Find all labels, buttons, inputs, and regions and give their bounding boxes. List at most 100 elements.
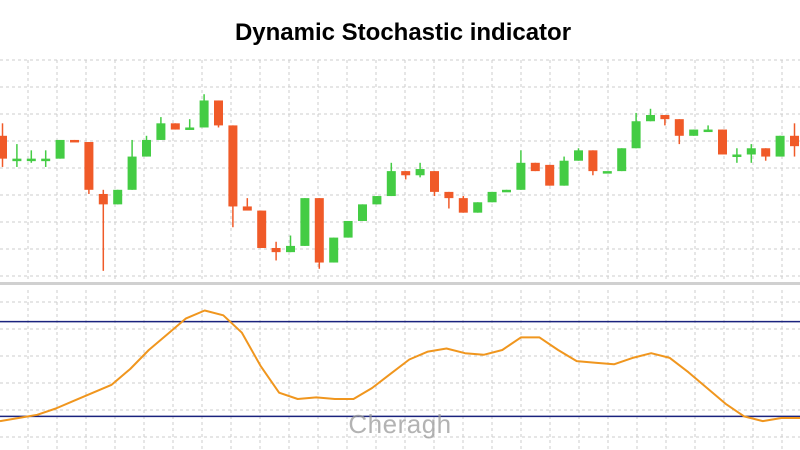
candle [732, 148, 742, 163]
candle-body [199, 100, 209, 128]
candle-body [545, 164, 555, 186]
candle [314, 198, 324, 269]
candle [228, 125, 238, 228]
candle-body [775, 135, 785, 157]
candle [127, 139, 137, 190]
candle [372, 196, 382, 205]
candle [487, 191, 497, 203]
candle-body [300, 198, 310, 246]
candle [257, 210, 267, 248]
candle [761, 148, 771, 161]
candle-body [127, 156, 137, 190]
candle [26, 150, 36, 163]
candle-body [26, 158, 36, 162]
candle [286, 235, 295, 253]
candle-body [70, 139, 79, 143]
candle-body [415, 169, 425, 176]
candle [502, 189, 511, 193]
candle-body [156, 123, 166, 140]
candle-body [271, 247, 281, 253]
candle [113, 189, 123, 205]
candle-body [444, 191, 454, 199]
candle [790, 123, 799, 157]
candle [516, 150, 526, 190]
candle-body [473, 202, 483, 213]
candle-body [55, 139, 65, 159]
candle [0, 123, 7, 167]
candle-body [689, 129, 699, 136]
candle-body [343, 220, 353, 238]
candle [660, 115, 670, 126]
candle [41, 150, 51, 167]
watermark-logo: Cheragh [348, 409, 451, 439]
candle-body [530, 162, 540, 172]
candle-body [674, 119, 684, 136]
chart-title: Dynamic Stochastic indicator [235, 19, 571, 46]
candle-body [242, 206, 252, 211]
candlestick-series [0, 94, 799, 271]
candle-body [746, 148, 756, 155]
candle-body [401, 171, 411, 176]
candle [530, 162, 540, 172]
candle [199, 94, 209, 128]
candle [444, 191, 454, 209]
candle [631, 112, 641, 149]
candle-body [329, 237, 339, 263]
candle [142, 135, 151, 157]
candle-body [502, 189, 511, 193]
candle-body [588, 150, 598, 172]
candle-body [314, 198, 324, 263]
candle [214, 100, 223, 128]
candle [746, 144, 756, 163]
grid-layer [0, 59, 800, 450]
candle [84, 142, 94, 194]
candle [415, 162, 425, 178]
candle [386, 162, 396, 197]
candle-body [458, 198, 468, 213]
candle-body [646, 115, 655, 122]
candle-body [761, 148, 771, 157]
candle [170, 123, 180, 130]
candle-body [98, 193, 108, 205]
candle-body [84, 142, 94, 190]
candle-body [12, 158, 22, 162]
candle-body [170, 123, 180, 130]
candle-body [185, 127, 195, 130]
candle-body [631, 121, 641, 149]
candle-body [732, 154, 742, 157]
candle-body [703, 129, 713, 133]
candle-body [660, 115, 670, 120]
candle [703, 125, 713, 133]
candle [473, 202, 483, 213]
candle-body [386, 171, 396, 197]
candle-body [790, 135, 799, 147]
panel-separator [0, 282, 800, 285]
candle [271, 241, 281, 261]
candle [358, 204, 367, 221]
candle [401, 171, 411, 180]
candle-body [516, 162, 526, 190]
candle-body [430, 171, 439, 192]
candle-body [113, 189, 123, 205]
candle [588, 150, 598, 176]
candle [300, 198, 310, 246]
candle-body [602, 171, 612, 174]
candle-body [257, 210, 267, 248]
stochastic-line [0, 309, 800, 423]
candle [689, 129, 699, 136]
candle-body [718, 129, 727, 155]
oscillator-panel [0, 309, 800, 423]
candle-body [574, 150, 583, 161]
candle [185, 119, 195, 130]
candle [559, 156, 569, 186]
candle-body [617, 148, 627, 172]
candle [574, 148, 583, 161]
candle [343, 220, 353, 238]
candle-body [358, 204, 367, 221]
candle [775, 135, 785, 157]
candle-body [142, 139, 151, 157]
candle [602, 171, 612, 174]
candle [156, 117, 166, 140]
